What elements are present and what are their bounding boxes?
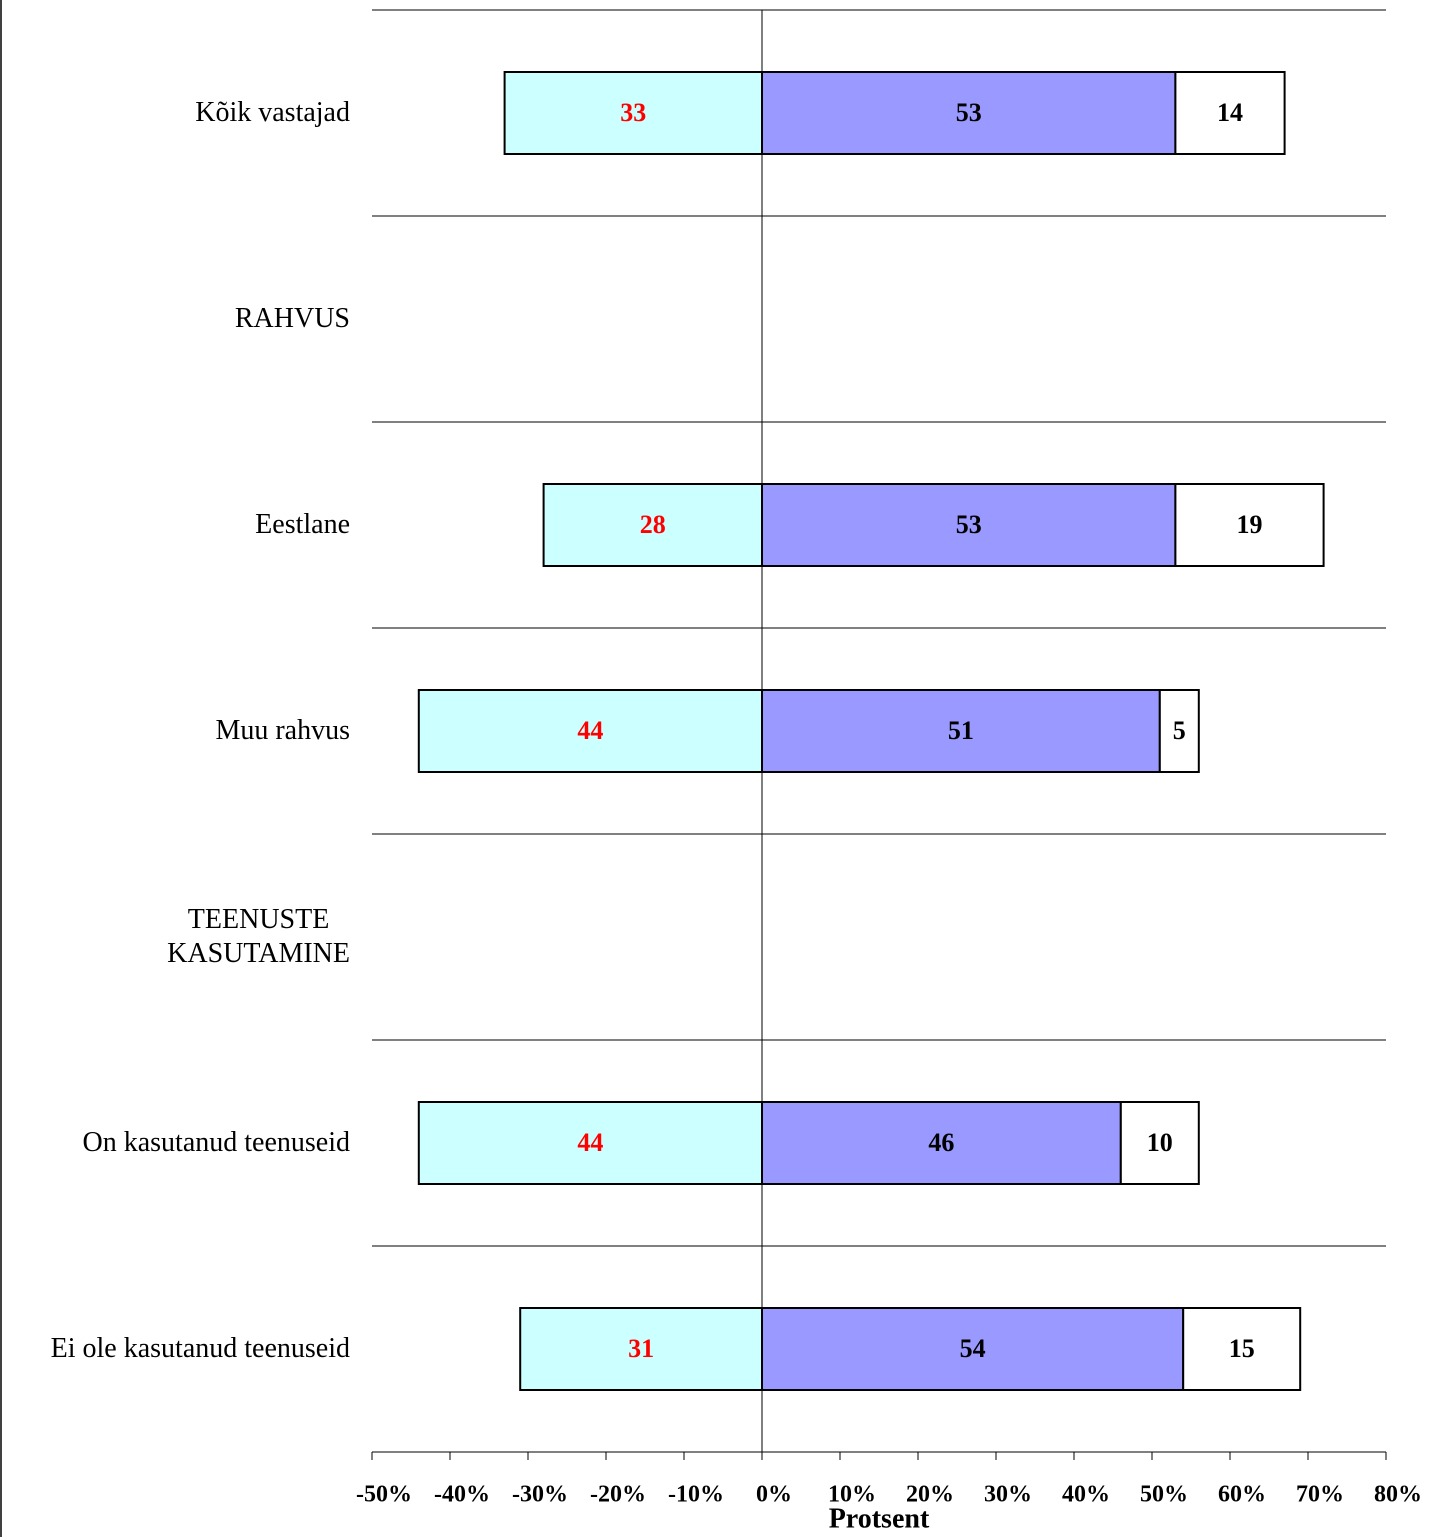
value-label: 54 — [960, 1334, 986, 1363]
value-label: 10 — [1147, 1128, 1173, 1157]
bar-segment — [519, 1307, 764, 1391]
value-label: 33 — [620, 98, 646, 127]
x-tick-label: 40% — [1062, 1482, 1110, 1508]
x-tick-label: -50% — [356, 1482, 412, 1508]
x-tick-label: -20% — [590, 1482, 646, 1508]
x-tick-label: 60% — [1218, 1482, 1266, 1508]
x-tick-label: 70% — [1296, 1482, 1344, 1508]
x-tick-label: -30% — [512, 1482, 568, 1508]
value-label: 5 — [1173, 716, 1186, 745]
value-label: 14 — [1217, 98, 1243, 127]
bar-segment — [1174, 71, 1286, 155]
category-label: Eestlane — [255, 509, 350, 540]
value-label: 46 — [928, 1128, 954, 1157]
bar-segment — [761, 483, 1177, 567]
bar-segment — [1182, 1307, 1302, 1391]
value-label: 31 — [628, 1334, 654, 1363]
value-label: 51 — [948, 716, 974, 745]
bar-segment — [761, 71, 1177, 155]
category-label: On kasutanud teenuseid — [82, 1127, 351, 1158]
bar-segment — [542, 483, 763, 567]
x-tick-label: 0% — [756, 1482, 792, 1508]
value-label: 44 — [577, 716, 603, 745]
category-label: Kõik vastajad — [195, 97, 350, 128]
bar-segment — [417, 689, 763, 773]
x-tick-label: 50% — [1140, 1482, 1188, 1508]
value-label: 19 — [1237, 510, 1263, 539]
bar-segment — [503, 71, 763, 155]
bar-segment — [1158, 689, 1200, 773]
value-label: 15 — [1229, 1334, 1255, 1363]
bar-segment — [1174, 483, 1325, 567]
x-tick-label: 80% — [1374, 1482, 1422, 1508]
bar-segment — [417, 1101, 763, 1185]
category-label: RAHVUS — [234, 303, 350, 334]
x-tick-label: 20% — [906, 1482, 954, 1508]
category-label: Ei ole kasutanud teenuseid — [50, 1333, 350, 1364]
value-label: 28 — [640, 510, 666, 539]
bar-segment — [761, 689, 1161, 773]
x-tick-label: -40% — [434, 1482, 490, 1508]
x-axis-title: Protsent — [829, 1503, 930, 1534]
category-label: Muu rahvus — [215, 715, 350, 746]
value-label: 53 — [956, 510, 982, 539]
value-label: 53 — [956, 98, 982, 127]
category-label: TEENUSTE KASUTAMINE — [167, 904, 350, 969]
x-tick-label: 10% — [828, 1482, 876, 1508]
x-tick-label: -10% — [668, 1482, 724, 1508]
value-label: 44 — [577, 1128, 603, 1157]
bar-segment — [1119, 1101, 1200, 1185]
x-tick-label: 30% — [984, 1482, 1032, 1508]
